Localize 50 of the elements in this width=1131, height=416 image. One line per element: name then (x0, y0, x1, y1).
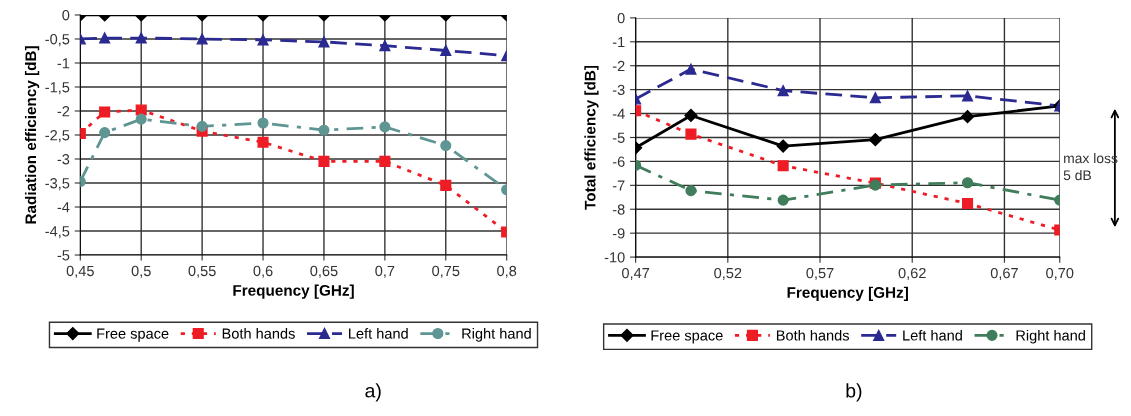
y-tick-label: -7 (612, 180, 625, 191)
x-tick-label: 0,5 (131, 265, 151, 278)
y-tick-label: -5 (612, 132, 625, 143)
legend-label: Free space (651, 330, 723, 344)
y-tick-label: -0,5 (45, 34, 70, 47)
y-tick-label: 0 (617, 12, 625, 24)
y-tick-label: -1 (612, 37, 625, 48)
y-axis-title: Radiation efficiency [dB] (24, 46, 40, 224)
y-tick-label: 0 (62, 10, 70, 21)
x-tick-label: 0,57 (806, 267, 834, 280)
y-tick-label: -2 (612, 60, 625, 72)
x-tick-label: 0,65 (310, 265, 338, 278)
legend-label: Right hand (1016, 329, 1085, 344)
x-tick-label: 0,8 (497, 265, 517, 278)
y-tick-label: -6 (612, 156, 625, 167)
legend-label: Free space (97, 328, 169, 342)
y-tick-label: -4,5 (45, 226, 70, 239)
x-axis-title: Frequency [GHz] (233, 284, 354, 299)
y-tick-label: -4 (612, 108, 625, 119)
y-tick-label: -8 (612, 204, 625, 215)
y-tick-label: -1 (57, 58, 70, 69)
text: b) (846, 383, 862, 402)
x-tick-label: 0,75 (432, 265, 460, 278)
x-tick-label: 0,55 (188, 265, 216, 278)
legend-label: Left hand (349, 328, 408, 339)
legend-label: Both hands (222, 328, 295, 339)
x-tick-label: 0,67 (990, 267, 1018, 280)
y-tick-label: -5 (57, 250, 70, 261)
text: a) (365, 383, 381, 402)
y-tick-label: -4 (57, 202, 70, 213)
x-axis-title: Frequency [GHz] (787, 286, 908, 301)
y-tick-label: -3 (612, 84, 625, 96)
legend-label: Right hand (462, 328, 531, 342)
y-tick-label: -2,5 (45, 130, 70, 143)
x-tick-label: 0,45 (66, 265, 94, 278)
legend-label: Both hands (776, 329, 850, 341)
x-tick-label: 0,52 (714, 267, 742, 280)
x-tick-label: 0,62 (898, 267, 926, 280)
y-tick-label: -10 (604, 252, 625, 263)
legend-label: Left hand (903, 329, 962, 341)
x-tick-label: 0,47 (622, 267, 650, 280)
y-tick-label: -2 (57, 106, 70, 117)
y-tick-label: -1,5 (45, 82, 70, 95)
x-tick-label: 0,6 (253, 265, 273, 278)
x-tick-label: 0,7 (375, 265, 395, 278)
y-axis-title: Total efficiency [dB] (584, 65, 599, 210)
y-tick-label: -3 (57, 154, 70, 165)
y-tick-label: -3,5 (45, 178, 70, 191)
y-tick-label: -9 (612, 228, 625, 239)
x-tick-label: 0,70 (1046, 267, 1074, 280)
